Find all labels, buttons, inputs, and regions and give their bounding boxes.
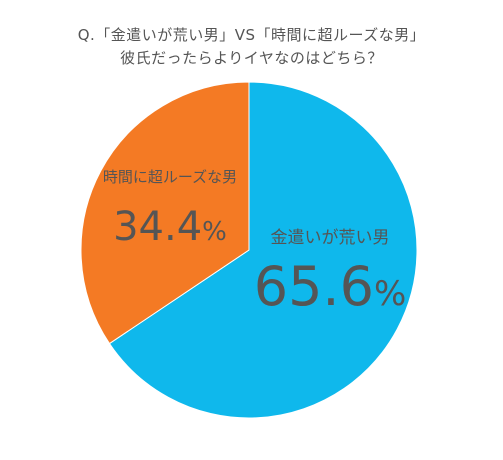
slice-value-unit-kanazukai: % (374, 274, 406, 314)
slice-value-number-jikan: 34.4 (113, 204, 202, 250)
pie-labels: 金遣いが荒い男 65.6% 時間に超ルーズな男 34.4% (103, 168, 406, 318)
slice-value-unit-jikan: % (202, 217, 227, 247)
pie-slices (80, 81, 418, 419)
chart-title-line-2: 彼氏だったらよりイヤなのはどちら？ (120, 49, 383, 67)
slice-label-kanazukai: 金遣いが荒い男 (271, 228, 390, 248)
slice-value-kanazukai: 65.6% (254, 255, 407, 318)
slice-value-jikan: 34.4% (113, 204, 227, 250)
slice-label-jikan: 時間に超ルーズな男 (103, 168, 237, 186)
slice-value-number-kanazukai: 65.6 (254, 255, 374, 318)
pie-slice-jikan (80, 81, 250, 345)
chart-title-line-1: Q.「金遣いが荒い男」VS「時間に超ルーズな男」 (77, 26, 426, 44)
pie-slice-kanazukai (108, 81, 418, 419)
